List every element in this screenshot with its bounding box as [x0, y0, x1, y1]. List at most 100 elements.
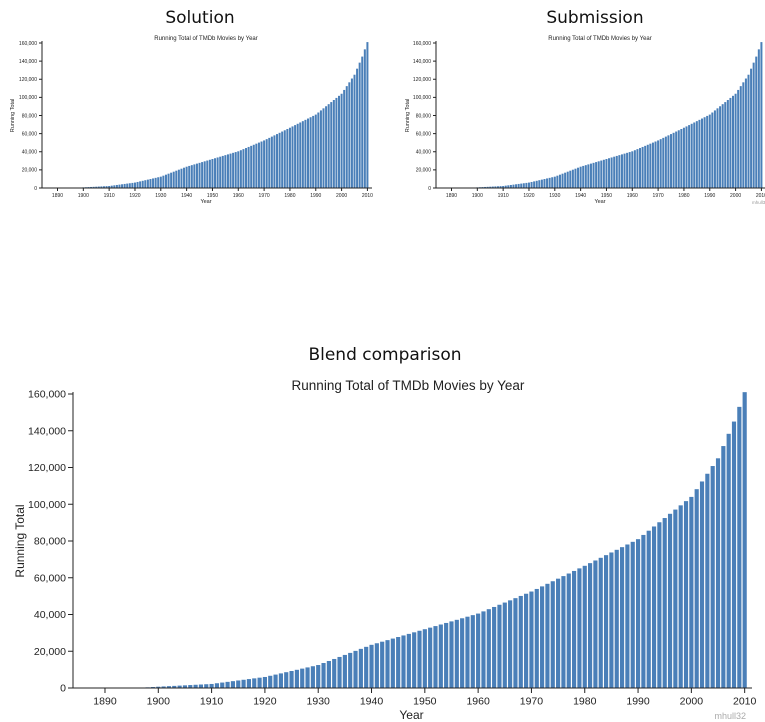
- bar-1949: [602, 159, 605, 188]
- bar-1996: [667, 513, 673, 688]
- bar-1915: [236, 680, 241, 688]
- bar-1954: [221, 155, 224, 188]
- bar-1967: [255, 143, 258, 188]
- x-tick-label: 1890: [93, 696, 117, 708]
- bar-1942: [584, 165, 587, 188]
- bar-1992: [713, 110, 716, 188]
- bar-1945: [592, 162, 595, 188]
- bar-1940: [579, 166, 582, 188]
- bar-1948: [412, 632, 417, 688]
- bar-1955: [449, 621, 454, 688]
- bar-1973: [664, 136, 667, 188]
- bar-1957: [623, 153, 626, 188]
- bar-1989: [312, 115, 315, 188]
- bar-1914: [230, 681, 235, 688]
- bar-1911: [110, 185, 113, 188]
- x-tick-label: 2010: [733, 696, 757, 708]
- bar-1993: [716, 108, 719, 188]
- bar-1985: [301, 121, 304, 188]
- bar-1923: [141, 180, 144, 188]
- bar-1956: [620, 154, 623, 188]
- bar-1961: [481, 611, 486, 688]
- x-tick-label: 1950: [413, 696, 437, 708]
- bar-2005: [715, 458, 721, 688]
- bar-2001: [343, 89, 346, 188]
- bar-1934: [564, 172, 567, 188]
- x-tick-label: 1900: [147, 696, 171, 708]
- bar-1932: [558, 174, 561, 188]
- bar-1946: [595, 162, 598, 188]
- bar-1909: [105, 186, 108, 188]
- bar-1922: [139, 181, 142, 188]
- bar-2004: [710, 466, 715, 688]
- bar-1923: [535, 180, 538, 188]
- bar-1973: [270, 136, 273, 188]
- bar-1946: [401, 635, 406, 688]
- bar-1913: [225, 681, 230, 688]
- watermark-text: mhull32: [752, 200, 765, 205]
- y-tick-label: 140,000: [28, 425, 66, 437]
- bar-1997: [726, 100, 729, 188]
- bar-1936: [569, 170, 572, 188]
- x-tick-label: 1910: [104, 193, 115, 199]
- bar-1927: [152, 178, 155, 188]
- bar-1920: [133, 182, 136, 188]
- bar-1983: [690, 123, 693, 188]
- bar-2001: [694, 489, 699, 688]
- solution-chart: Running Total of TMDb Movies by Year 0 20,…: [10, 36, 373, 205]
- bar-1926: [294, 669, 299, 688]
- bar-1977: [566, 573, 571, 688]
- submission-chart: Running Total of TMDb Movies by Year 0 20,…: [405, 36, 765, 205]
- bar-1941: [582, 165, 585, 188]
- bar-1960: [237, 151, 240, 188]
- bar-2010: [742, 392, 747, 688]
- bar-1945: [198, 162, 201, 188]
- bar-1983: [296, 123, 299, 188]
- bars: [108, 392, 747, 688]
- bar-1998: [678, 505, 683, 688]
- bar-1998: [729, 97, 732, 188]
- bar-2007: [752, 62, 755, 188]
- bar-1914: [512, 184, 515, 188]
- bar-1916: [123, 183, 126, 188]
- y-axis-label: Running Total: [13, 504, 27, 577]
- bar-1912: [507, 185, 510, 188]
- bar-1931: [321, 663, 326, 688]
- x-tick-label: 1960: [233, 193, 244, 199]
- bar-1916: [241, 679, 246, 688]
- y-tick-label: 40,000: [22, 150, 38, 156]
- bar-1942: [380, 641, 385, 688]
- bar-1932: [326, 660, 331, 688]
- bar-1960: [476, 613, 481, 688]
- bar-1944: [589, 163, 592, 188]
- bar-1939: [364, 646, 369, 688]
- bar-1929: [310, 666, 315, 688]
- bar-1977: [281, 131, 284, 188]
- y-tick-label: 20,000: [22, 168, 38, 174]
- blend-chart: Running Total of TMDb Movies by Year 0 20,…: [13, 378, 757, 722]
- bar-1900: [156, 686, 161, 688]
- bar-2002: [345, 86, 348, 188]
- bar-1915: [515, 184, 518, 188]
- bar-1981: [291, 126, 294, 188]
- x-tick-label: 1940: [360, 696, 384, 708]
- bar-1988: [309, 117, 312, 188]
- bar-1974: [273, 135, 276, 188]
- bar-1986: [614, 549, 619, 688]
- bar-1986: [304, 119, 307, 188]
- bar-1971: [659, 139, 662, 188]
- bar-1995: [662, 518, 667, 688]
- x-tick-label: 1990: [310, 193, 321, 199]
- bar-1965: [502, 602, 507, 688]
- bar-1943: [587, 164, 590, 188]
- y-tick-label: 100,000: [28, 499, 66, 511]
- x-tick-label: 1950: [601, 193, 612, 199]
- bar-1962: [636, 149, 639, 188]
- bars: [453, 42, 763, 189]
- x-tick-label: 1930: [307, 696, 331, 708]
- bar-1961: [633, 150, 636, 188]
- bar-1925: [540, 179, 543, 188]
- bar-1932: [164, 174, 167, 188]
- bar-1992: [646, 530, 651, 688]
- bar-1978: [677, 130, 680, 188]
